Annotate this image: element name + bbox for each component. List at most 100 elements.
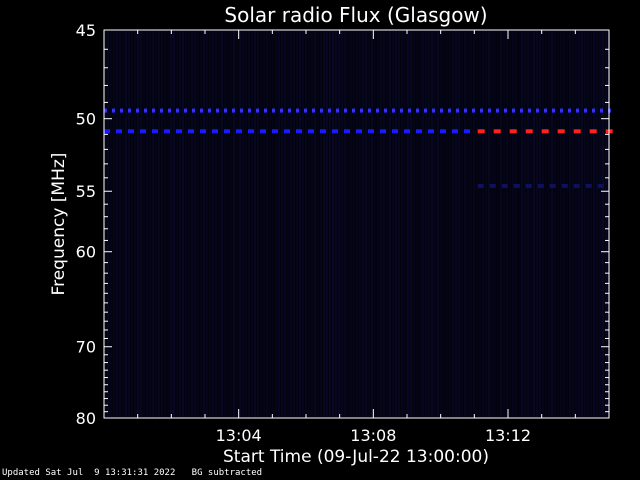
noise-column [116, 30, 118, 418]
y-tick-label: 70 [76, 338, 96, 357]
noise-column [569, 30, 571, 418]
noise-column [188, 30, 190, 418]
noise-column [122, 30, 124, 418]
noise-column [152, 30, 154, 418]
noise-column [536, 30, 538, 418]
band-segment-0 [536, 108, 539, 113]
noise-column [278, 30, 280, 418]
band-segment-1 [212, 129, 218, 134]
noise-column [458, 30, 460, 418]
band-segment-0 [232, 108, 235, 113]
noise-column [209, 30, 211, 418]
band-segment-0 [592, 108, 595, 113]
noise-column [512, 30, 514, 418]
noise-column [524, 30, 526, 418]
noise-column [230, 30, 232, 418]
band-segment-3 [585, 183, 592, 188]
band-segment-3 [513, 183, 520, 188]
noise-column [182, 30, 184, 418]
band-segment-0 [328, 108, 331, 113]
band-segment-0 [136, 108, 139, 113]
band-segment-0 [480, 108, 483, 113]
noise-column [527, 30, 529, 418]
emission-bands [104, 108, 613, 188]
band-segment-0 [304, 108, 307, 113]
noise-column [518, 30, 520, 418]
noise-column [317, 30, 319, 418]
noise-column [575, 30, 577, 418]
band-segment-0 [384, 108, 387, 113]
band-segment-3 [561, 183, 568, 188]
band-segment-0 [416, 108, 419, 113]
noise-column [329, 30, 331, 418]
band-segment-0 [368, 108, 371, 113]
noise-column [200, 30, 202, 418]
noise-column [368, 30, 370, 418]
noise-column [509, 30, 511, 418]
band-segment-3 [525, 183, 532, 188]
band-segment-0 [560, 108, 563, 113]
x-axis-ticks: 13:04 13:08 13:12 [137, 30, 576, 445]
noise-column [449, 30, 451, 418]
noise-column [281, 30, 283, 418]
y-tick-label: 55 [76, 182, 96, 201]
noise-column [347, 30, 349, 418]
band-segment-0 [456, 108, 459, 113]
band-segment-0 [440, 108, 443, 113]
noise-column [476, 30, 478, 418]
noise-column [503, 30, 505, 418]
noise-column [467, 30, 469, 418]
noise-column [305, 30, 307, 418]
band-segment-1 [104, 129, 110, 134]
band-segment-0 [336, 108, 339, 113]
noise-column [227, 30, 229, 418]
band-segment-2 [589, 129, 597, 134]
noise-column [500, 30, 502, 418]
noise-column [356, 30, 358, 418]
band-segment-1 [140, 129, 146, 134]
noise-column [431, 30, 433, 418]
noise-column [554, 30, 556, 418]
noise-column [596, 30, 598, 418]
noise-column [167, 30, 169, 418]
noise-column [590, 30, 592, 418]
band-segment-0 [216, 108, 219, 113]
band-segment-0 [264, 108, 267, 113]
noise-column [407, 30, 409, 418]
noise-column [548, 30, 550, 418]
band-segment-0 [280, 108, 283, 113]
noise-column [416, 30, 418, 418]
band-segment-0 [152, 108, 155, 113]
band-segment-0 [600, 108, 603, 113]
band-segment-0 [352, 108, 355, 113]
noise-column [452, 30, 454, 418]
band-segment-1 [308, 129, 314, 134]
band-segment-0 [104, 108, 107, 113]
noise-column [410, 30, 412, 418]
noise-column [113, 30, 115, 418]
noise-column [365, 30, 367, 418]
noise-column [284, 30, 286, 418]
noise-column [533, 30, 535, 418]
band-segment-1 [152, 129, 158, 134]
noise-column [161, 30, 163, 418]
noise-column [455, 30, 457, 418]
noise-column [344, 30, 346, 418]
noise-column [359, 30, 361, 418]
noise-column [539, 30, 541, 418]
band-segment-0 [496, 108, 499, 113]
band-segment-2 [493, 129, 501, 134]
noise-column [398, 30, 400, 418]
noise-column [515, 30, 517, 418]
band-segment-1 [200, 129, 206, 134]
band-segment-0 [576, 108, 579, 113]
noise-column [383, 30, 385, 418]
noise-column [269, 30, 271, 418]
noise-column [275, 30, 277, 418]
noise-column [149, 30, 151, 418]
noise-column [404, 30, 406, 418]
band-segment-1 [332, 129, 338, 134]
band-segment-3 [477, 183, 484, 188]
band-segment-0 [392, 108, 395, 113]
noise-column [215, 30, 217, 418]
